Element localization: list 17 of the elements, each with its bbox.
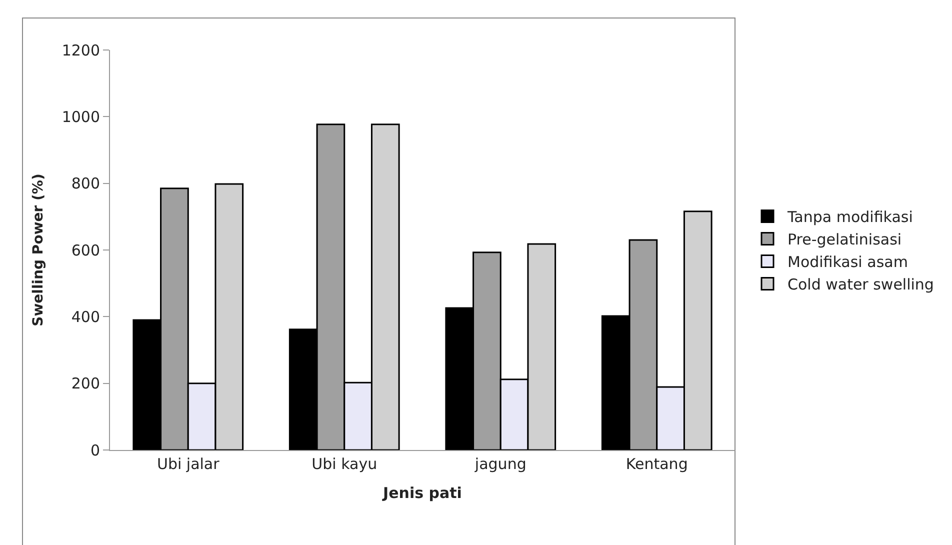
y-tick-label: 800 <box>71 174 100 193</box>
x-tick-label: Kentang <box>626 455 688 473</box>
y-tick-label: 200 <box>71 374 100 393</box>
y-axis-title: Swelling Power (%) <box>30 174 46 326</box>
x-tick-label: Ubi jalar <box>156 455 220 473</box>
legend-label: Cold water swelling <box>788 276 934 294</box>
x-tick-label: Ubi kayu <box>312 455 378 473</box>
legend-label: Tanpa modifikasi <box>786 208 913 226</box>
y-tick-label: 600 <box>71 241 100 260</box>
y-tick-label: 400 <box>71 308 100 326</box>
legend-label: Pre-gelatinisasi <box>788 230 902 249</box>
y-tick-label: 1000 <box>62 108 100 126</box>
x-axis-title: Jenis pati <box>382 484 462 502</box>
legend-label: Modifikasi asam <box>788 253 908 272</box>
y-tick-label: 1200 <box>62 41 100 60</box>
y-tick-label: 0 <box>90 441 100 460</box>
x-tick-label: jagung <box>474 455 526 473</box>
